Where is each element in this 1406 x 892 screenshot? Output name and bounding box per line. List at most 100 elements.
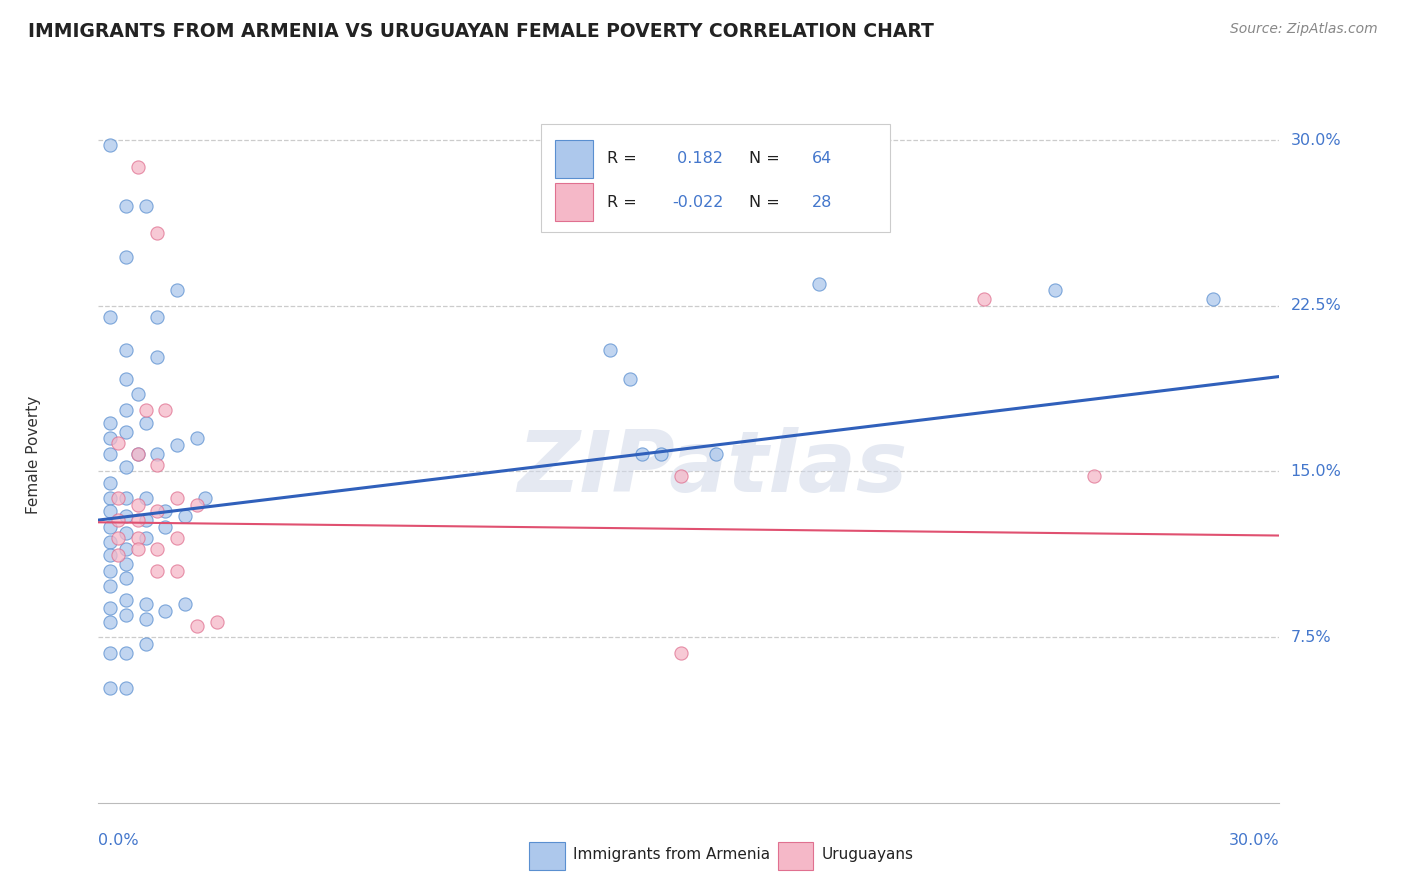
Point bbox=[115, 491, 138, 505]
Point bbox=[630, 447, 652, 461]
Point bbox=[115, 558, 138, 572]
Point bbox=[115, 425, 138, 439]
Text: Female Poverty: Female Poverty bbox=[25, 396, 41, 514]
Point bbox=[98, 549, 121, 563]
Point bbox=[146, 504, 169, 518]
Point bbox=[107, 513, 129, 527]
Point bbox=[98, 137, 121, 152]
Point bbox=[174, 508, 197, 523]
Point bbox=[135, 416, 157, 430]
FancyBboxPatch shape bbox=[778, 842, 813, 871]
Point bbox=[135, 597, 157, 611]
Point bbox=[155, 402, 177, 417]
Point bbox=[146, 226, 169, 240]
Point bbox=[186, 431, 208, 445]
Point bbox=[127, 513, 149, 527]
Text: Source: ZipAtlas.com: Source: ZipAtlas.com bbox=[1230, 22, 1378, 37]
Point bbox=[146, 310, 169, 324]
Point bbox=[127, 447, 149, 461]
Point bbox=[669, 469, 692, 483]
Point bbox=[98, 447, 121, 461]
Point bbox=[166, 491, 188, 505]
Point bbox=[127, 447, 149, 461]
Point bbox=[146, 458, 169, 472]
Point bbox=[127, 160, 149, 174]
Point bbox=[98, 519, 121, 533]
Point bbox=[115, 199, 138, 213]
Point bbox=[115, 592, 138, 607]
Text: 30.0%: 30.0% bbox=[1291, 133, 1341, 148]
Point bbox=[115, 541, 138, 556]
Point bbox=[115, 526, 138, 541]
Point bbox=[166, 564, 188, 578]
Point bbox=[98, 535, 121, 549]
Point bbox=[135, 513, 157, 527]
FancyBboxPatch shape bbox=[541, 124, 890, 232]
Point bbox=[98, 601, 121, 615]
Text: 22.5%: 22.5% bbox=[1291, 298, 1341, 313]
Text: 7.5%: 7.5% bbox=[1291, 630, 1331, 645]
Point bbox=[115, 343, 138, 357]
Point bbox=[127, 541, 149, 556]
Point bbox=[115, 250, 138, 264]
FancyBboxPatch shape bbox=[530, 842, 565, 871]
Point bbox=[194, 491, 217, 505]
Point bbox=[98, 579, 121, 593]
Text: Uruguayans: Uruguayans bbox=[821, 847, 914, 863]
Point bbox=[174, 597, 197, 611]
Point bbox=[135, 402, 157, 417]
Point bbox=[807, 277, 830, 291]
Point bbox=[107, 531, 129, 545]
Point bbox=[146, 447, 169, 461]
Point bbox=[115, 570, 138, 584]
Text: 28: 28 bbox=[811, 194, 832, 210]
Point bbox=[155, 604, 177, 618]
Point bbox=[669, 646, 692, 660]
Point bbox=[146, 541, 169, 556]
Point bbox=[155, 504, 177, 518]
Point bbox=[1043, 284, 1066, 298]
Point bbox=[115, 372, 138, 386]
Point bbox=[650, 447, 672, 461]
Text: 0.182: 0.182 bbox=[672, 152, 724, 167]
FancyBboxPatch shape bbox=[555, 183, 593, 221]
Point bbox=[706, 447, 728, 461]
Point bbox=[107, 435, 129, 450]
Point bbox=[115, 608, 138, 623]
Point bbox=[166, 438, 188, 452]
Point bbox=[115, 508, 138, 523]
Point bbox=[115, 402, 138, 417]
Text: N =: N = bbox=[749, 152, 785, 167]
Point bbox=[166, 284, 188, 298]
Point bbox=[98, 310, 121, 324]
Point bbox=[1083, 469, 1105, 483]
Point bbox=[135, 612, 157, 626]
Point bbox=[146, 350, 169, 364]
Point bbox=[115, 460, 138, 475]
Point bbox=[135, 637, 157, 651]
Point bbox=[107, 491, 129, 505]
Text: 0.0%: 0.0% bbox=[98, 833, 139, 848]
Point bbox=[186, 619, 208, 633]
Text: ZIPatlas: ZIPatlas bbox=[517, 427, 908, 510]
Point bbox=[155, 519, 177, 533]
Point bbox=[98, 646, 121, 660]
Point bbox=[973, 292, 995, 306]
Text: R =: R = bbox=[607, 194, 643, 210]
Point bbox=[98, 681, 121, 695]
Point bbox=[98, 416, 121, 430]
Point bbox=[146, 564, 169, 578]
Point bbox=[135, 199, 157, 213]
Text: R =: R = bbox=[607, 152, 643, 167]
Text: N =: N = bbox=[749, 194, 785, 210]
Text: Immigrants from Armenia: Immigrants from Armenia bbox=[574, 847, 770, 863]
Point bbox=[135, 531, 157, 545]
Point bbox=[127, 498, 149, 512]
Point bbox=[127, 531, 149, 545]
Point bbox=[135, 491, 157, 505]
Text: IMMIGRANTS FROM ARMENIA VS URUGUAYAN FEMALE POVERTY CORRELATION CHART: IMMIGRANTS FROM ARMENIA VS URUGUAYAN FEM… bbox=[28, 22, 934, 41]
Point bbox=[98, 504, 121, 518]
Point bbox=[619, 372, 641, 386]
Point bbox=[166, 531, 188, 545]
Point bbox=[107, 549, 129, 563]
